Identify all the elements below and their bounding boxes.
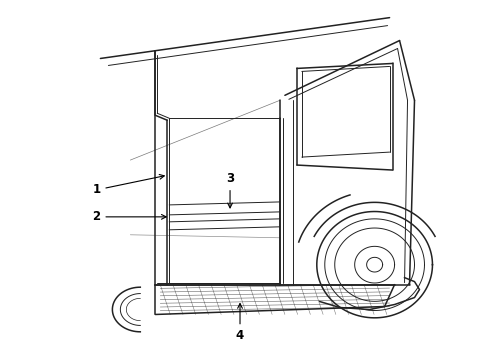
Text: 3: 3 [226,172,234,208]
Text: 1: 1 [92,175,164,197]
Text: 4: 4 [236,303,244,342]
Text: 2: 2 [92,210,166,223]
